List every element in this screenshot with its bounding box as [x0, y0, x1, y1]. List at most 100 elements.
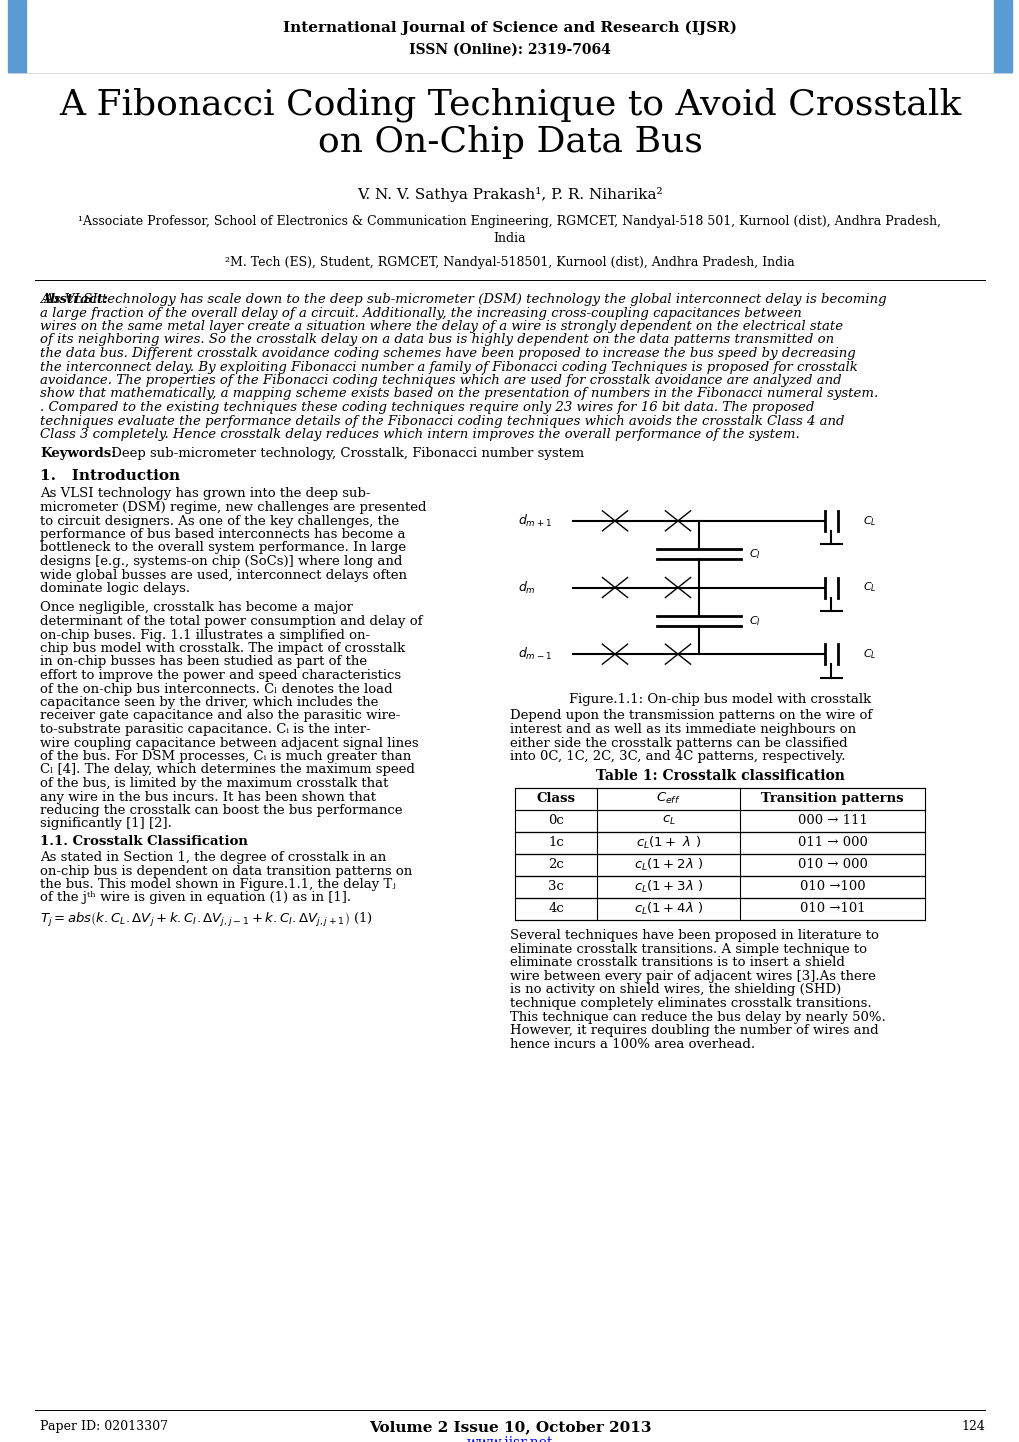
Text: wire between every pair of adjacent wires [3].As there: wire between every pair of adjacent wire… [510, 970, 875, 983]
Text: of the on-chip bus interconnects. Cₗ denotes the load: of the on-chip bus interconnects. Cₗ den… [40, 682, 392, 695]
Text: eliminate crosstalk transitions. A simple technique to: eliminate crosstalk transitions. A simpl… [510, 943, 866, 956]
Text: $C_L$: $C_L$ [862, 513, 875, 528]
Bar [515, 787, 924, 809]
Text: Class 3 completely. Hence crosstalk delay reduces which intern improves the over: Class 3 completely. Hence crosstalk dela… [40, 428, 799, 441]
Text: ¹Associate Professor, School of Electronics & Communication Engineering, RGMCET,: ¹Associate Professor, School of Electron… [78, 215, 941, 228]
Text: show that mathematically, a mapping scheme exists based on the presentation of n: show that mathematically, a mapping sche… [40, 388, 877, 401]
Text: of the bus, is limited by the maximum crosstalk that: of the bus, is limited by the maximum cr… [40, 777, 388, 790]
Text: 1.1. Crosstalk Classification: 1.1. Crosstalk Classification [40, 835, 248, 848]
Text: 2c: 2c [547, 858, 564, 871]
Text: the bus. This model shown in Figure.1.1, the delay Tⱼ: the bus. This model shown in Figure.1.1,… [40, 878, 395, 891]
Text: 000 → 111: 000 → 111 [797, 813, 867, 828]
Text: Once negligible, crosstalk has become a major: Once negligible, crosstalk has become a … [40, 601, 353, 614]
Bar [515, 875, 924, 897]
Text: A Fibonacci Coding Technique to Avoid Crosstalk: A Fibonacci Coding Technique to Avoid Cr… [59, 88, 960, 123]
Text: wide global busses are used, interconnect delays often: wide global busses are used, interconnec… [40, 568, 407, 581]
Text: Cₗ [4]. The delay, which determines the maximum speed: Cₗ [4]. The delay, which determines the … [40, 763, 415, 776]
Text: Transition patterns: Transition patterns [761, 792, 903, 805]
Text: This technique can reduce the bus delay by nearly 50%.: This technique can reduce the bus delay … [510, 1011, 884, 1024]
Text: $c_L(1+2\lambda\ )$: $c_L(1+2\lambda\ )$ [634, 857, 703, 872]
Text: of the bus. For DSM processes, Cᵢ is much greater than: of the bus. For DSM processes, Cᵢ is muc… [40, 750, 411, 763]
Text: 010 →100: 010 →100 [799, 880, 865, 893]
Text: $d_{m-1}$: $d_{m-1}$ [518, 646, 552, 662]
Text: on-chip buses. Fig. 1.1 illustrates a simplified on-: on-chip buses. Fig. 1.1 illustrates a si… [40, 629, 370, 642]
Text: significantly [1] [2].: significantly [1] [2]. [40, 818, 172, 831]
Text: $d_{m+1}$: $d_{m+1}$ [518, 513, 552, 529]
Text: the data bus. Different crosstalk avoidance coding schemes have been proposed to: the data bus. Different crosstalk avoida… [40, 348, 855, 360]
Text: any wire in the bus incurs. It has been shown that: any wire in the bus incurs. It has been … [40, 790, 376, 803]
Text: ISSN (Online): 2319-7064: ISSN (Online): 2319-7064 [409, 43, 610, 58]
Text: $c_L(1+3\lambda\ )$: $c_L(1+3\lambda\ )$ [634, 878, 703, 894]
Text: interest and as well as its immediate neighbours on: interest and as well as its immediate ne… [510, 722, 855, 735]
Text: designs [e.g., systems-on chip (SoCs)] where long and: designs [e.g., systems-on chip (SoCs)] w… [40, 555, 401, 568]
Text: 4c: 4c [547, 903, 564, 916]
Text: of its neighboring wires. So the crosstalk delay on a data bus is highly depende: of its neighboring wires. So the crossta… [40, 333, 834, 346]
Text: Paper ID: 02013307: Paper ID: 02013307 [40, 1420, 168, 1433]
Text: performance of bus based interconnects has become a: performance of bus based interconnects h… [40, 528, 406, 541]
Text: 011 → 000: 011 → 000 [797, 836, 867, 849]
Bar [515, 854, 924, 875]
Text: techniques evaluate the performance details of the Fibonacci coding techniques w: techniques evaluate the performance deta… [40, 414, 844, 427]
Text: the interconnect delay. By exploiting Fibonacci number a family of Fibonacci cod: the interconnect delay. By exploiting Fi… [40, 360, 857, 373]
Text: on-chip bus is dependent on data transition patterns on: on-chip bus is dependent on data transit… [40, 865, 412, 878]
Text: micrometer (DSM) regime, new challenges are presented: micrometer (DSM) regime, new challenges … [40, 500, 426, 513]
Text: $C_L$: $C_L$ [862, 581, 875, 594]
Text: technique completely eliminates crosstalk transitions.: technique completely eliminates crosstal… [510, 996, 871, 1009]
Text: 010 → 000: 010 → 000 [797, 858, 867, 871]
Text: Figure.1.1: On-chip bus model with crosstalk: Figure.1.1: On-chip bus model with cross… [569, 692, 870, 705]
Text: reducing the crosstalk can boost the bus performance: reducing the crosstalk can boost the bus… [40, 805, 403, 818]
Text: $c_L(1+\ \lambda\ )$: $c_L(1+\ \lambda\ )$ [636, 835, 701, 851]
Bar [515, 809, 924, 832]
Text: International Journal of Science and Research (IJSR): International Journal of Science and Res… [282, 20, 737, 35]
Text: $c_L$: $c_L$ [661, 813, 675, 828]
Text: Keywords:: Keywords: [40, 447, 116, 460]
Text: 0c: 0c [547, 813, 564, 828]
Text: bottleneck to the overall system performance. In large: bottleneck to the overall system perform… [40, 542, 406, 555]
Text: 3c: 3c [547, 880, 564, 893]
Text: Several techniques have been proposed in literature to: Several techniques have been proposed in… [510, 930, 878, 943]
Text: 124: 124 [960, 1420, 984, 1433]
Text: of the jᵗʰ wire is given in equation (1) as in [1].: of the jᵗʰ wire is given in equation (1)… [40, 891, 351, 904]
Text: $C_I$: $C_I$ [749, 614, 760, 627]
Text: However, it requires doubling the number of wires and: However, it requires doubling the number… [510, 1024, 877, 1037]
Text: V. N. V. Sathya Prakash¹, P. R. Niharika²: V. N. V. Sathya Prakash¹, P. R. Niharika… [357, 187, 662, 202]
Text: capacitance seen by the driver, which includes the: capacitance seen by the driver, which in… [40, 696, 378, 709]
Bar [994, 0, 1011, 72]
Text: www.ijsr.net: www.ijsr.net [467, 1436, 552, 1442]
Text: hence incurs a 100% area overhead.: hence incurs a 100% area overhead. [510, 1037, 754, 1051]
Text: to circuit designers. As one of the key challenges, the: to circuit designers. As one of the key … [40, 515, 398, 528]
Text: a large fraction of the overall delay of a circuit. Additionally, the increasing: a large fraction of the overall delay of… [40, 307, 801, 320]
Text: to-substrate parasitic capacitance. Cᵢ is the inter-: to-substrate parasitic capacitance. Cᵢ i… [40, 722, 370, 735]
Text: effort to improve the power and speed characteristics: effort to improve the power and speed ch… [40, 669, 400, 682]
Bar [515, 832, 924, 854]
Bar [8, 0, 25, 72]
Bar [515, 897, 924, 920]
Text: 1.   Introduction: 1. Introduction [40, 470, 180, 483]
Text: is no activity on shield wires, the shielding (SHD): is no activity on shield wires, the shie… [510, 983, 841, 996]
Text: $c_L(1+4\lambda\ )$: $c_L(1+4\lambda\ )$ [634, 900, 703, 917]
Text: in on-chip busses has been studied as part of the: in on-chip busses has been studied as pa… [40, 656, 367, 669]
Text: As stated in Section 1, the degree of crosstalk in an: As stated in Section 1, the degree of cr… [40, 851, 386, 864]
Text: $d_m$: $d_m$ [518, 580, 536, 596]
Text: wires on the same metal layer create a situation where the delay of a wire is st: wires on the same metal layer create a s… [40, 320, 843, 333]
Text: India: India [493, 232, 526, 245]
Text: determinant of the total power consumption and delay of: determinant of the total power consumpti… [40, 614, 422, 629]
Text: Abstract:: Abstract: [40, 293, 108, 306]
Text: $C_L$: $C_L$ [862, 647, 875, 660]
Text: Table 1: Crosstalk classification: Table 1: Crosstalk classification [595, 770, 844, 783]
Text: ²M. Tech (ES), Student, RGMCET, Nandyal-518501, Kurnool (dist), Andhra Pradesh, : ²M. Tech (ES), Student, RGMCET, Nandyal-… [225, 257, 794, 270]
Text: receiver gate capacitance and also the parasitic wire-: receiver gate capacitance and also the p… [40, 709, 400, 722]
Text: wire coupling capacitance between adjacent signal lines: wire coupling capacitance between adjace… [40, 737, 418, 750]
Text: into 0C, 1C, 2C, 3C, and 4C patterns, respectively.: into 0C, 1C, 2C, 3C, and 4C patterns, re… [510, 750, 845, 763]
Text: Volume 2 Issue 10, October 2013: Volume 2 Issue 10, October 2013 [369, 1420, 650, 1433]
Text: 1c: 1c [547, 836, 564, 849]
Text: avoidance. The properties of the Fibonacci coding techniques which are used for : avoidance. The properties of the Fibonac… [40, 373, 841, 386]
Text: dominate logic delays.: dominate logic delays. [40, 583, 190, 596]
Text: Class: Class [536, 792, 575, 805]
Text: $T_j = abs\left(k.C_L.\Delta V_j + k.C_I.\Delta V_{j,j-1} + k.C_I.\Delta V_{j,j+: $T_j = abs\left(k.C_L.\Delta V_j + k.C_I… [40, 911, 373, 929]
Text: eliminate crosstalk transitions is to insert a shield: eliminate crosstalk transitions is to in… [510, 956, 844, 969]
Text: . Compared to the existing techniques these coding techniques require only 23 wi: . Compared to the existing techniques th… [40, 401, 813, 414]
Text: either side the crosstalk patterns can be classified: either side the crosstalk patterns can b… [510, 737, 847, 750]
Text: $C_I$: $C_I$ [749, 548, 760, 561]
Text: Deep sub-micrometer technology, Crosstalk, Fibonacci number system: Deep sub-micrometer technology, Crosstal… [107, 447, 584, 460]
